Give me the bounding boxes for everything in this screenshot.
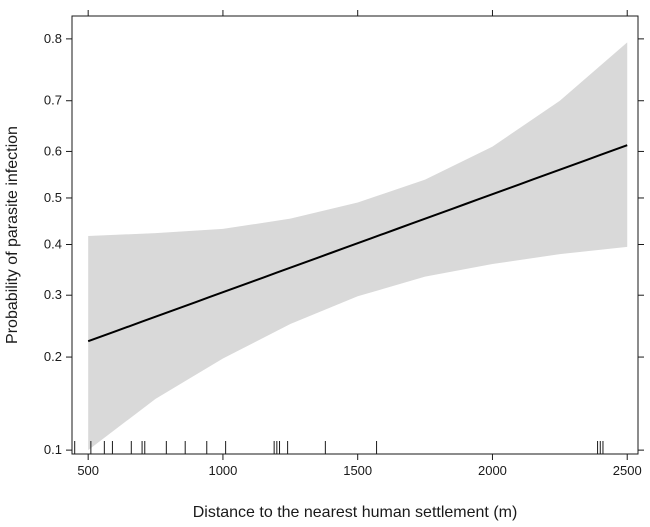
x-tick-label: 1500 [343, 463, 372, 478]
x-tick-label: 500 [77, 463, 99, 478]
y-tick-label: 0.5 [44, 190, 62, 205]
y-tick-label: 0.7 [44, 93, 62, 108]
y-tick-label: 0.1 [44, 442, 62, 457]
plot-frame [71, 15, 639, 455]
confidence-band [88, 42, 628, 451]
rug-marks [74, 441, 604, 454]
x-tick-label: 2500 [613, 463, 642, 478]
y-tick-label: 0.6 [44, 143, 62, 158]
fitted-line [87, 144, 628, 343]
y-tick-label: 0.3 [44, 287, 62, 302]
y-tick-label: 0.8 [44, 31, 62, 46]
y-tick-label: 0.4 [44, 236, 62, 251]
axes: 500 1000 1500 2000 2500 0.1 0.2 0.3 0.4 0.5 0.6 0.7… [44, 10, 644, 478]
x-tick-label: 2000 [478, 463, 507, 478]
plot-area [87, 42, 628, 451]
y-tick-label: 0.2 [44, 349, 62, 364]
y-axis-title: Probability of parasite infection [4, 126, 21, 344]
x-axis-title: Distance to the nearest human settlement… [193, 504, 518, 521]
x-tick-label: 1000 [208, 463, 237, 478]
